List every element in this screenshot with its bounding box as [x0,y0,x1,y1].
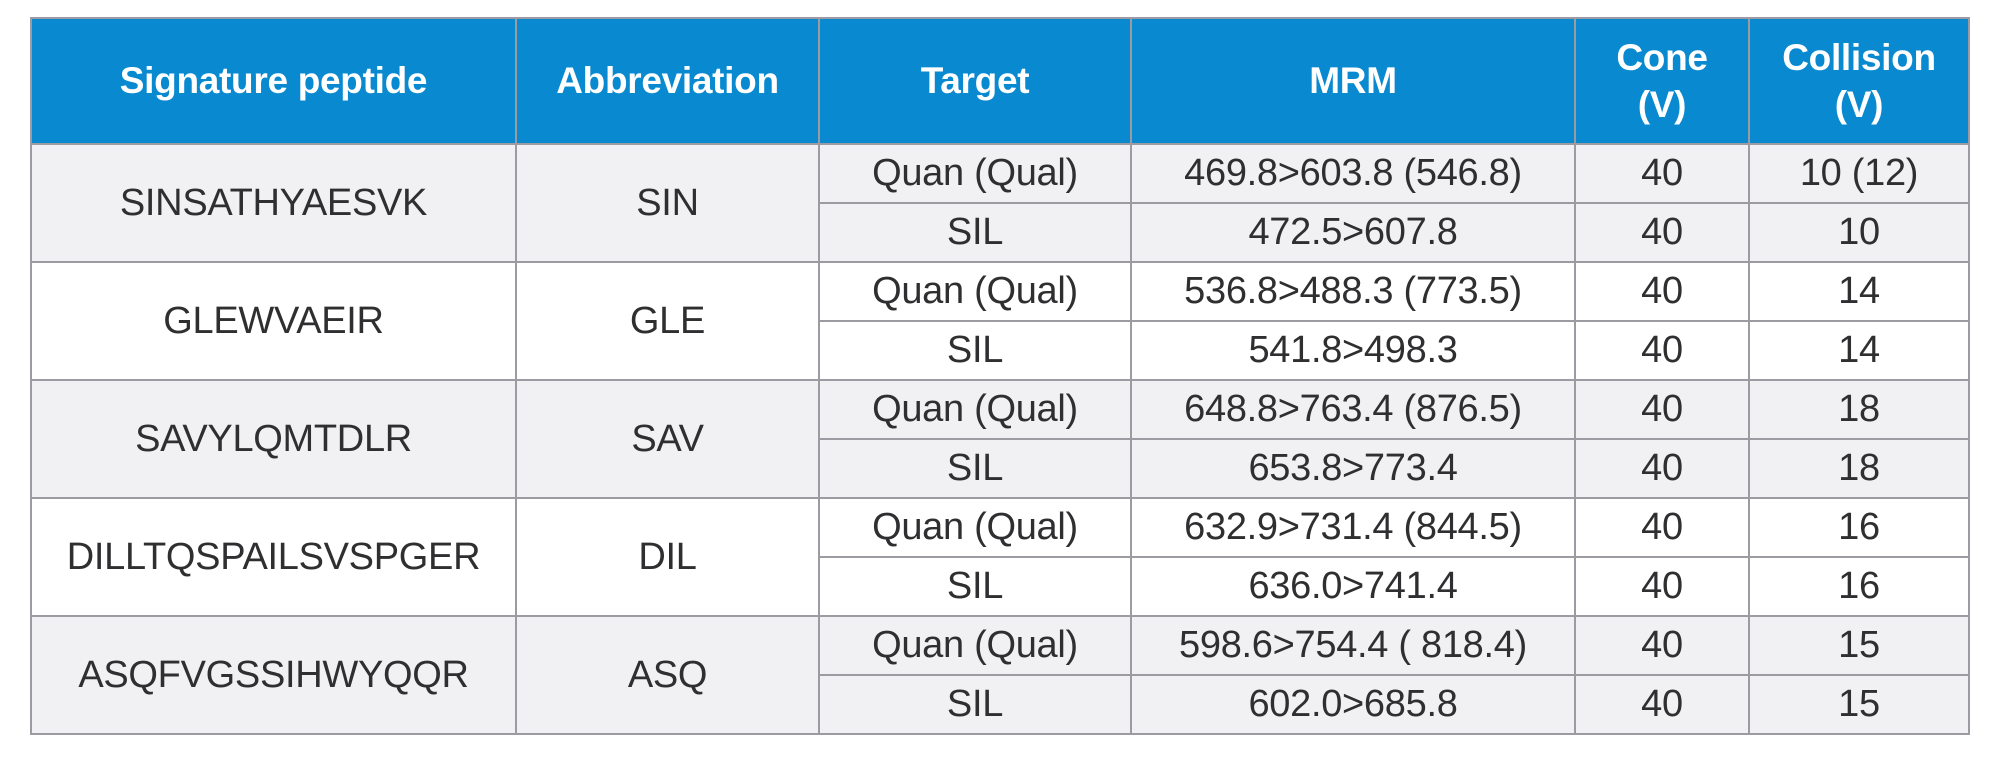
cone-cell: 40 [1574,320,1750,381]
group-asq: ASQFVGSSIHWYQQR ASQ Quan (Qual) 598.6>75… [30,615,1970,735]
collision-cell: 15 [1748,615,1970,676]
collision-cell: 18 [1748,379,1970,440]
abbreviation-cell: GLE [515,261,820,381]
target-cell: SIL [818,556,1132,617]
table-row: SIL 472.5>607.8 40 10 [31,202,1970,263]
target-cell: SIL [818,202,1132,263]
mrm-cell: 469.8>603.8 (546.8) [1130,143,1576,204]
mrm-cell: 598.6>754.4 ( 818.4) [1130,615,1576,676]
abbreviation-cell: ASQ [515,615,820,735]
collision-cell: 18 [1748,438,1970,499]
mrm-cell: 541.8>498.3 [1130,320,1576,381]
col-header-signature-peptide: Signature peptide [30,17,517,145]
group-gle: GLEWVAEIR GLE Quan (Qual) 536.8>488.3 (7… [30,261,1970,381]
peptide-cell: SINSATHYAESVK [30,143,517,263]
table-row: SIL 541.8>498.3 40 14 [31,320,1970,381]
collision-cell: 14 [1748,320,1970,381]
target-cell: Quan (Qual) [818,143,1132,204]
abbreviation-cell: SAV [515,379,820,499]
header-sublabel: (V) [1834,84,1884,125]
mrm-cell: 653.8>773.4 [1130,438,1576,499]
header-label: Abbreviation [556,60,779,102]
table-row: GLEWVAEIR GLE Quan (Qual) 536.8>488.3 (7… [30,261,1970,381]
cone-cell: 40 [1574,261,1750,322]
target-cell: SIL [818,320,1132,381]
collision-cell: 10 (12) [1748,143,1970,204]
abbreviation-cell: SIN [515,143,820,263]
header-label: Target [920,60,1030,102]
col-header-mrm: MRM [1130,17,1576,145]
table-row: SAVYLQMTDLR SAV Quan (Qual) 648.8>763.4 … [30,379,1970,499]
table-row: SIL 636.0>741.4 40 16 [31,556,1970,617]
mrm-cell: 636.0>741.4 [1130,556,1576,617]
cone-cell: 40 [1574,674,1750,735]
peptide-cell: ASQFVGSSIHWYQQR [30,615,517,735]
header-label: Collision [1782,36,1936,78]
peptide-cell: DILLTQSPAILSVSPGER [30,497,517,617]
header-sublabel: (V) [1637,84,1687,125]
collision-cell: 14 [1748,261,1970,322]
collision-cell: 15 [1748,674,1970,735]
table-row: SINSATHYAESVK SIN Quan (Qual) 469.8>603.… [30,143,1970,263]
mrm-table-container: Signature peptide Abbreviation Target MR… [30,17,1970,735]
table-header: Signature peptide Abbreviation Target MR… [30,17,1970,145]
col-header-cone: Cone (V) [1574,17,1750,145]
target-cell: SIL [818,438,1132,499]
cone-cell: 40 [1574,556,1750,617]
table-row: DILLTQSPAILSVSPGER DIL Quan (Qual) 632.9… [30,497,1970,617]
col-header-collision: Collision (V) [1748,17,1970,145]
col-header-target: Target [818,17,1132,145]
group-sin: SINSATHYAESVK SIN Quan (Qual) 469.8>603.… [30,143,1970,263]
group-sav: SAVYLQMTDLR SAV Quan (Qual) 648.8>763.4 … [30,379,1970,499]
collision-cell: 16 [1748,556,1970,617]
table-row: SIL 602.0>685.8 40 15 [31,674,1970,735]
target-cell: Quan (Qual) [818,497,1132,558]
table-row: ASQFVGSSIHWYQQR ASQ Quan (Qual) 598.6>75… [30,615,1970,735]
header-label: Cone [1616,36,1708,78]
cone-cell: 40 [1574,143,1750,204]
cone-cell: 40 [1574,615,1750,676]
cone-cell: 40 [1574,379,1750,440]
header-row: Signature peptide Abbreviation Target MR… [30,17,1970,145]
header-label: MRM [1309,60,1397,102]
collision-cell: 16 [1748,497,1970,558]
collision-cell: 10 [1748,202,1970,263]
peptide-cell: GLEWVAEIR [30,261,517,381]
target-cell: Quan (Qual) [818,615,1132,676]
mrm-cell: 536.8>488.3 (773.5) [1130,261,1576,322]
mrm-parameters-table: Signature peptide Abbreviation Target MR… [30,17,1970,735]
header-label: Signature peptide [119,60,428,102]
abbreviation-cell: DIL [515,497,820,617]
group-dil: DILLTQSPAILSVSPGER DIL Quan (Qual) 632.9… [30,497,1970,617]
cone-cell: 40 [1574,202,1750,263]
table-row: SIL 653.8>773.4 40 18 [31,438,1970,499]
target-cell: Quan (Qual) [818,379,1132,440]
target-cell: SIL [818,674,1132,735]
mrm-cell: 472.5>607.8 [1130,202,1576,263]
mrm-cell: 632.9>731.4 (844.5) [1130,497,1576,558]
target-cell: Quan (Qual) [818,261,1132,322]
mrm-cell: 602.0>685.8 [1130,674,1576,735]
mrm-cell: 648.8>763.4 (876.5) [1130,379,1576,440]
peptide-cell: SAVYLQMTDLR [30,379,517,499]
cone-cell: 40 [1574,438,1750,499]
cone-cell: 40 [1574,497,1750,558]
col-header-abbreviation: Abbreviation [515,17,820,145]
